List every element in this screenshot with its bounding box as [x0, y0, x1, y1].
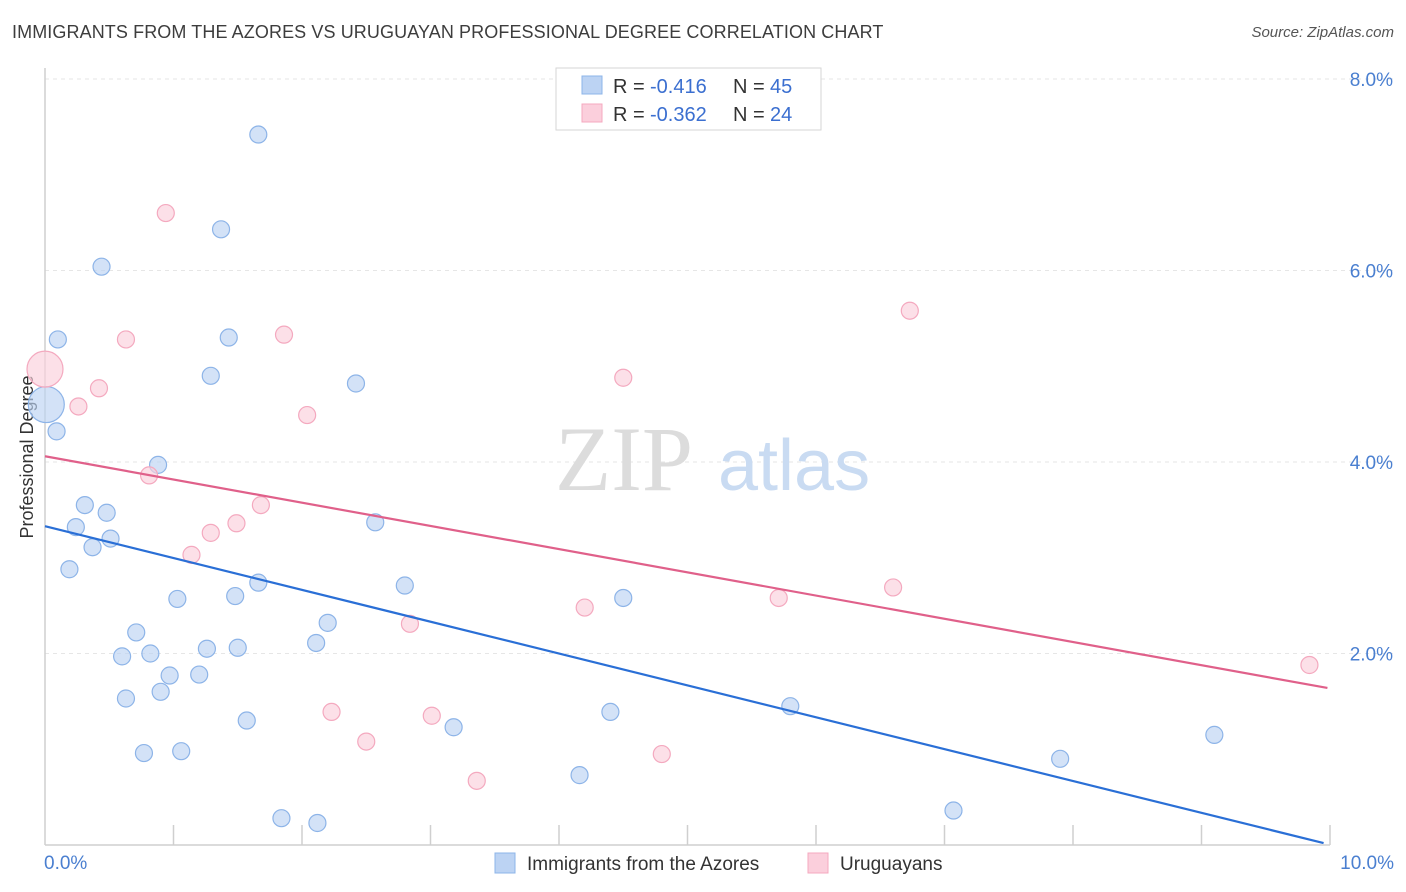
uruguayan-point: [614, 368, 633, 387]
azores-point: [366, 513, 385, 532]
uruguayan-point: [156, 203, 175, 223]
stats-legend: R = -0.416 N = 45 R = -0.362 N = 24: [555, 67, 822, 131]
azores-point: [47, 422, 66, 441]
x-tick-label-max: 10.0%: [1340, 853, 1394, 874]
legend-n-value-azores: 45: [770, 76, 792, 98]
azores-point: [614, 588, 633, 608]
uruguayan-point: [769, 588, 788, 608]
azores-point: [168, 589, 187, 609]
azores-point: [83, 538, 102, 557]
uruguayan-point: [227, 514, 246, 533]
azores-point: [272, 809, 291, 828]
azores-point: [444, 718, 463, 737]
azores-point: [172, 742, 191, 761]
x-tick-label-min: 0.0%: [44, 853, 87, 874]
azores-point: [127, 623, 146, 642]
azores-point: [66, 518, 85, 537]
azores-point: [92, 257, 111, 276]
chart-title: IMMIGRANTS FROM THE AZORES VS URUGUAYAN …: [12, 22, 884, 42]
uruguayan-point: [652, 744, 671, 764]
azores-point: [97, 503, 116, 522]
azores-point: [307, 633, 326, 653]
azores-point: [160, 666, 179, 685]
series-legend-swatch-uruguayans: [807, 852, 829, 874]
uruguayan-point: [1300, 655, 1319, 675]
azores-point: [201, 366, 220, 385]
azores-point: [1051, 749, 1070, 768]
y-tick-label: 8.0%: [1350, 70, 1393, 91]
legend-r-value-uruguayans: -0.362: [650, 104, 707, 126]
azores-point: [944, 801, 963, 820]
legend-swatch-uruguayans: [581, 103, 603, 123]
azores-point: [112, 647, 132, 666]
uruguayan-point: [89, 379, 109, 398]
azores-point: [116, 689, 136, 708]
watermark-zip: ZIP: [555, 408, 693, 510]
uruguayan-point: [201, 523, 220, 542]
uruguayan-point: [575, 598, 594, 617]
series-legend-label-uruguayans: Uruguayans: [840, 854, 942, 875]
uruguayan-point: [322, 702, 341, 722]
azores-point: [151, 682, 170, 701]
y-tick-label: 2.0%: [1350, 645, 1393, 666]
azores-point: [237, 711, 256, 730]
uruguayan-point: [69, 397, 88, 416]
azores-point: [395, 576, 414, 595]
azores-point: [75, 495, 94, 515]
legend-n-label-azores: N =: [733, 76, 765, 98]
series-legend-swatch-azores: [494, 852, 516, 874]
legend-r-label-azores: R =: [613, 76, 645, 98]
uruguayan-point: [400, 614, 420, 633]
watermark-atlas: atlas: [718, 426, 870, 506]
uruguayan-point: [274, 325, 294, 344]
azores-point: [219, 328, 238, 347]
azores-point: [197, 639, 217, 658]
legend-r-value-azores: -0.416: [650, 76, 707, 98]
azores-point: [228, 638, 247, 657]
uruguayan-point: [116, 330, 136, 349]
y-tick-label: 6.0%: [1350, 262, 1393, 283]
x-ticks: [172, 825, 1331, 845]
azores-point: [48, 330, 67, 349]
azores-point: [226, 586, 245, 606]
uruguayan-point: [298, 405, 317, 425]
uruguayan-point: [26, 350, 64, 388]
uruguayan-point: [467, 771, 486, 790]
azores-point: [318, 613, 337, 632]
legend-n-value-uruguayans: 24: [770, 104, 792, 126]
azores-point: [346, 374, 366, 393]
series-legend-label-azores: Immigrants from the Azores: [527, 854, 759, 875]
series-legend: Immigrants from the Azores Uruguayans: [494, 852, 942, 875]
azores-point: [308, 813, 327, 833]
data-points: [26, 125, 1319, 833]
azores-point: [570, 766, 589, 785]
azores-point: [1205, 725, 1224, 744]
watermark: ZIP atlas: [555, 408, 870, 510]
uruguayan-point: [422, 706, 441, 725]
legend-r-label-uruguayans: R =: [613, 104, 645, 126]
legend-n-label-uruguayans: N =: [733, 104, 765, 126]
y-tick-labels: 2.0% 4.0% 6.0% 8.0%: [1350, 70, 1393, 666]
chart-source: Source: ZipAtlas.com: [1251, 24, 1394, 41]
azores-point: [60, 560, 79, 579]
azores-point: [249, 125, 268, 144]
legend-swatch-azores: [581, 75, 603, 95]
uruguayan-point: [883, 578, 903, 597]
azores-point: [141, 644, 160, 663]
trend-lines: [44, 455, 1328, 845]
azores-point: [211, 220, 231, 239]
uruguayan-trend-line: [44, 455, 1328, 690]
azores-trend-line: [44, 525, 1324, 845]
uruguayan-point: [357, 732, 376, 751]
azores-point: [190, 665, 209, 684]
y-tick-label: 4.0%: [1350, 453, 1393, 474]
azores-point: [601, 702, 620, 722]
uruguayan-point: [251, 495, 270, 515]
azores-point: [134, 743, 154, 763]
uruguayan-point: [900, 301, 919, 320]
grid-lines: [45, 78, 1393, 654]
azores-point: [27, 385, 65, 424]
